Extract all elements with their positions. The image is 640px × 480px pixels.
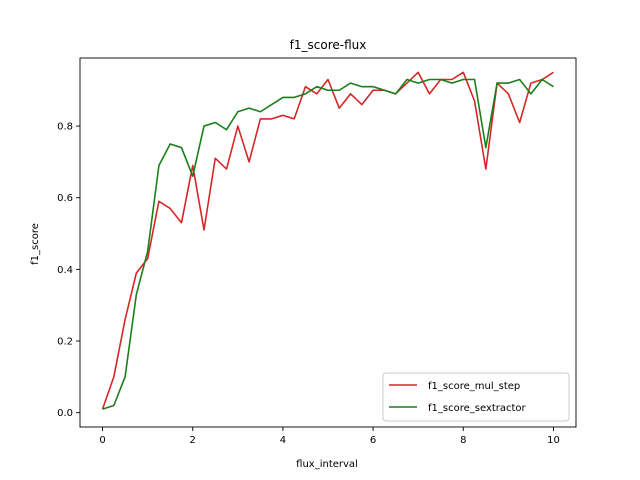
y-tick-label: 0.4 [57, 265, 73, 276]
y-axis-label: f1_score [30, 223, 41, 265]
legend-box [382, 372, 570, 422]
legend: f1_score_mul_step f1_score_sextractor [382, 372, 570, 422]
axes-layer: 0 2 4 6 8 10 0.0 0.2 0.4 0.6 0.8 [57, 57, 577, 446]
x-axis-label: flux_interval [296, 459, 358, 470]
series-line-f1-score-mul-step [101, 71, 554, 410]
series-line-f1-score-sextractor [102, 78, 554, 410]
legend-label-f1-score-mul-step: f1_score_mul_step [428, 381, 520, 392]
chart-title: f1_score-flux [290, 38, 367, 52]
x-tick-label: 2 [190, 435, 196, 446]
x-tick-label: 0 [99, 435, 105, 446]
x-tick-label: 10 [547, 435, 560, 446]
x-tick-label: 8 [460, 435, 466, 446]
legend-label-f1-score-sextractor: f1_score_sextractor [428, 403, 527, 414]
y-tick-label: 0.6 [57, 193, 73, 204]
x-tick-label: 6 [370, 435, 376, 446]
plot-frame [79, 57, 577, 428]
y-tick-label: 0.8 [57, 122, 73, 133]
series-layer [101, 71, 554, 410]
x-tick-label: 4 [280, 435, 286, 446]
y-tick-label: 0.0 [57, 408, 73, 419]
y-tick-label: 0.2 [57, 337, 73, 348]
